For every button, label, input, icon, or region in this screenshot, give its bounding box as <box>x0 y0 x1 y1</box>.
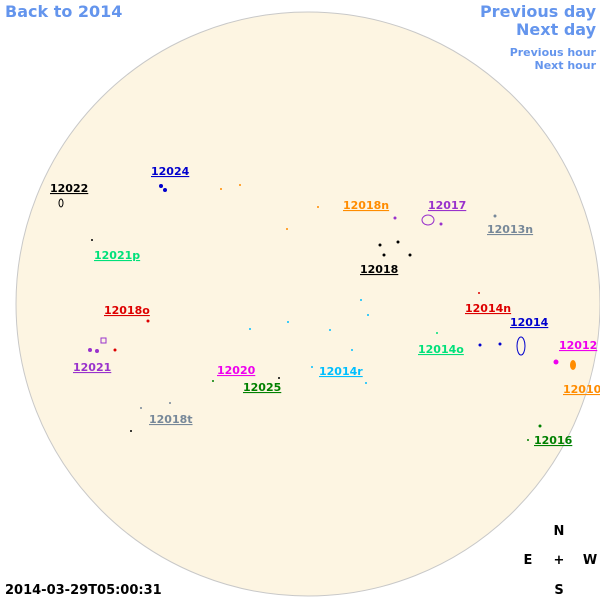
feature <box>360 299 362 301</box>
feature <box>527 439 529 441</box>
feature <box>113 348 117 352</box>
feature <box>378 243 382 247</box>
region-label[interactable]: 12024 <box>151 165 190 178</box>
region-label[interactable]: 12021p <box>94 249 140 262</box>
feature <box>249 328 251 330</box>
feature-dots <box>58 184 576 441</box>
feature <box>311 366 313 368</box>
region-label[interactable]: 12018o <box>104 304 150 317</box>
feature <box>58 198 64 208</box>
region-labels: 12022 12024 12018n 12017 12013n 12021p 12018 12… <box>50 165 600 447</box>
feature <box>478 343 482 347</box>
feature <box>436 332 438 334</box>
region-label[interactable]: 12022 <box>50 182 88 195</box>
feature <box>478 292 480 294</box>
feature <box>130 430 132 432</box>
region-label[interactable]: 12018 <box>360 263 398 276</box>
feature <box>100 337 107 344</box>
region-label[interactable]: 12013n <box>487 223 533 236</box>
feature <box>95 349 99 353</box>
feature <box>317 206 319 208</box>
feature <box>212 380 214 382</box>
feature <box>382 253 386 257</box>
next-day-link[interactable]: Next day <box>516 20 597 39</box>
region-label[interactable]: 12012 <box>559 339 597 352</box>
region-label[interactable]: 12010 <box>563 383 600 396</box>
region-label[interactable]: 12025 <box>243 381 281 394</box>
feature <box>169 402 171 404</box>
timestamp: 2014-03-29T05:00:31 <box>5 583 162 598</box>
compass-north: N <box>554 524 565 539</box>
feature <box>396 240 400 244</box>
previous-hour-link[interactable]: Previous hour <box>510 46 597 59</box>
region-label[interactable]: 12016 <box>534 434 573 447</box>
region-label[interactable]: 12014 <box>510 316 549 329</box>
previous-day-link[interactable]: Previous day <box>480 2 597 21</box>
region-label[interactable]: 12014n <box>465 302 511 315</box>
feature <box>278 377 280 379</box>
compass-west: W <box>583 553 597 568</box>
feature <box>516 336 526 356</box>
feature <box>365 382 367 384</box>
feature <box>140 407 142 409</box>
compass-east: E <box>524 553 533 568</box>
feature <box>493 214 497 218</box>
region-label[interactable]: 12020 <box>217 364 256 377</box>
feature <box>239 184 241 186</box>
feature <box>570 360 576 370</box>
next-hour-link[interactable]: Next hour <box>535 59 597 72</box>
feature <box>351 349 353 351</box>
region-label[interactable]: 12017 <box>428 199 466 212</box>
feature <box>146 319 150 323</box>
feature <box>159 184 163 188</box>
region-label[interactable]: 12021 <box>73 361 111 374</box>
back-link[interactable]: Back to 2014 <box>5 2 122 21</box>
feature <box>498 342 502 346</box>
feature <box>329 329 331 331</box>
feature <box>88 348 92 352</box>
feature <box>553 359 559 365</box>
region-label[interactable]: 12014r <box>319 365 363 378</box>
feature <box>439 222 443 226</box>
solar-disk <box>15 11 600 597</box>
feature <box>163 188 167 192</box>
feature <box>286 228 288 230</box>
region-label[interactable]: 12018n <box>343 199 389 212</box>
feature <box>287 321 289 323</box>
region-label[interactable]: 12014o <box>418 343 464 356</box>
feature <box>393 216 397 220</box>
feature <box>91 239 93 241</box>
compass-south: S <box>554 583 563 598</box>
region-label[interactable]: 12018t <box>149 413 193 426</box>
feature <box>538 424 542 428</box>
feature <box>408 253 412 257</box>
feature <box>421 214 435 226</box>
feature <box>220 188 222 190</box>
feature <box>367 314 369 316</box>
compass-center: + <box>554 553 565 568</box>
